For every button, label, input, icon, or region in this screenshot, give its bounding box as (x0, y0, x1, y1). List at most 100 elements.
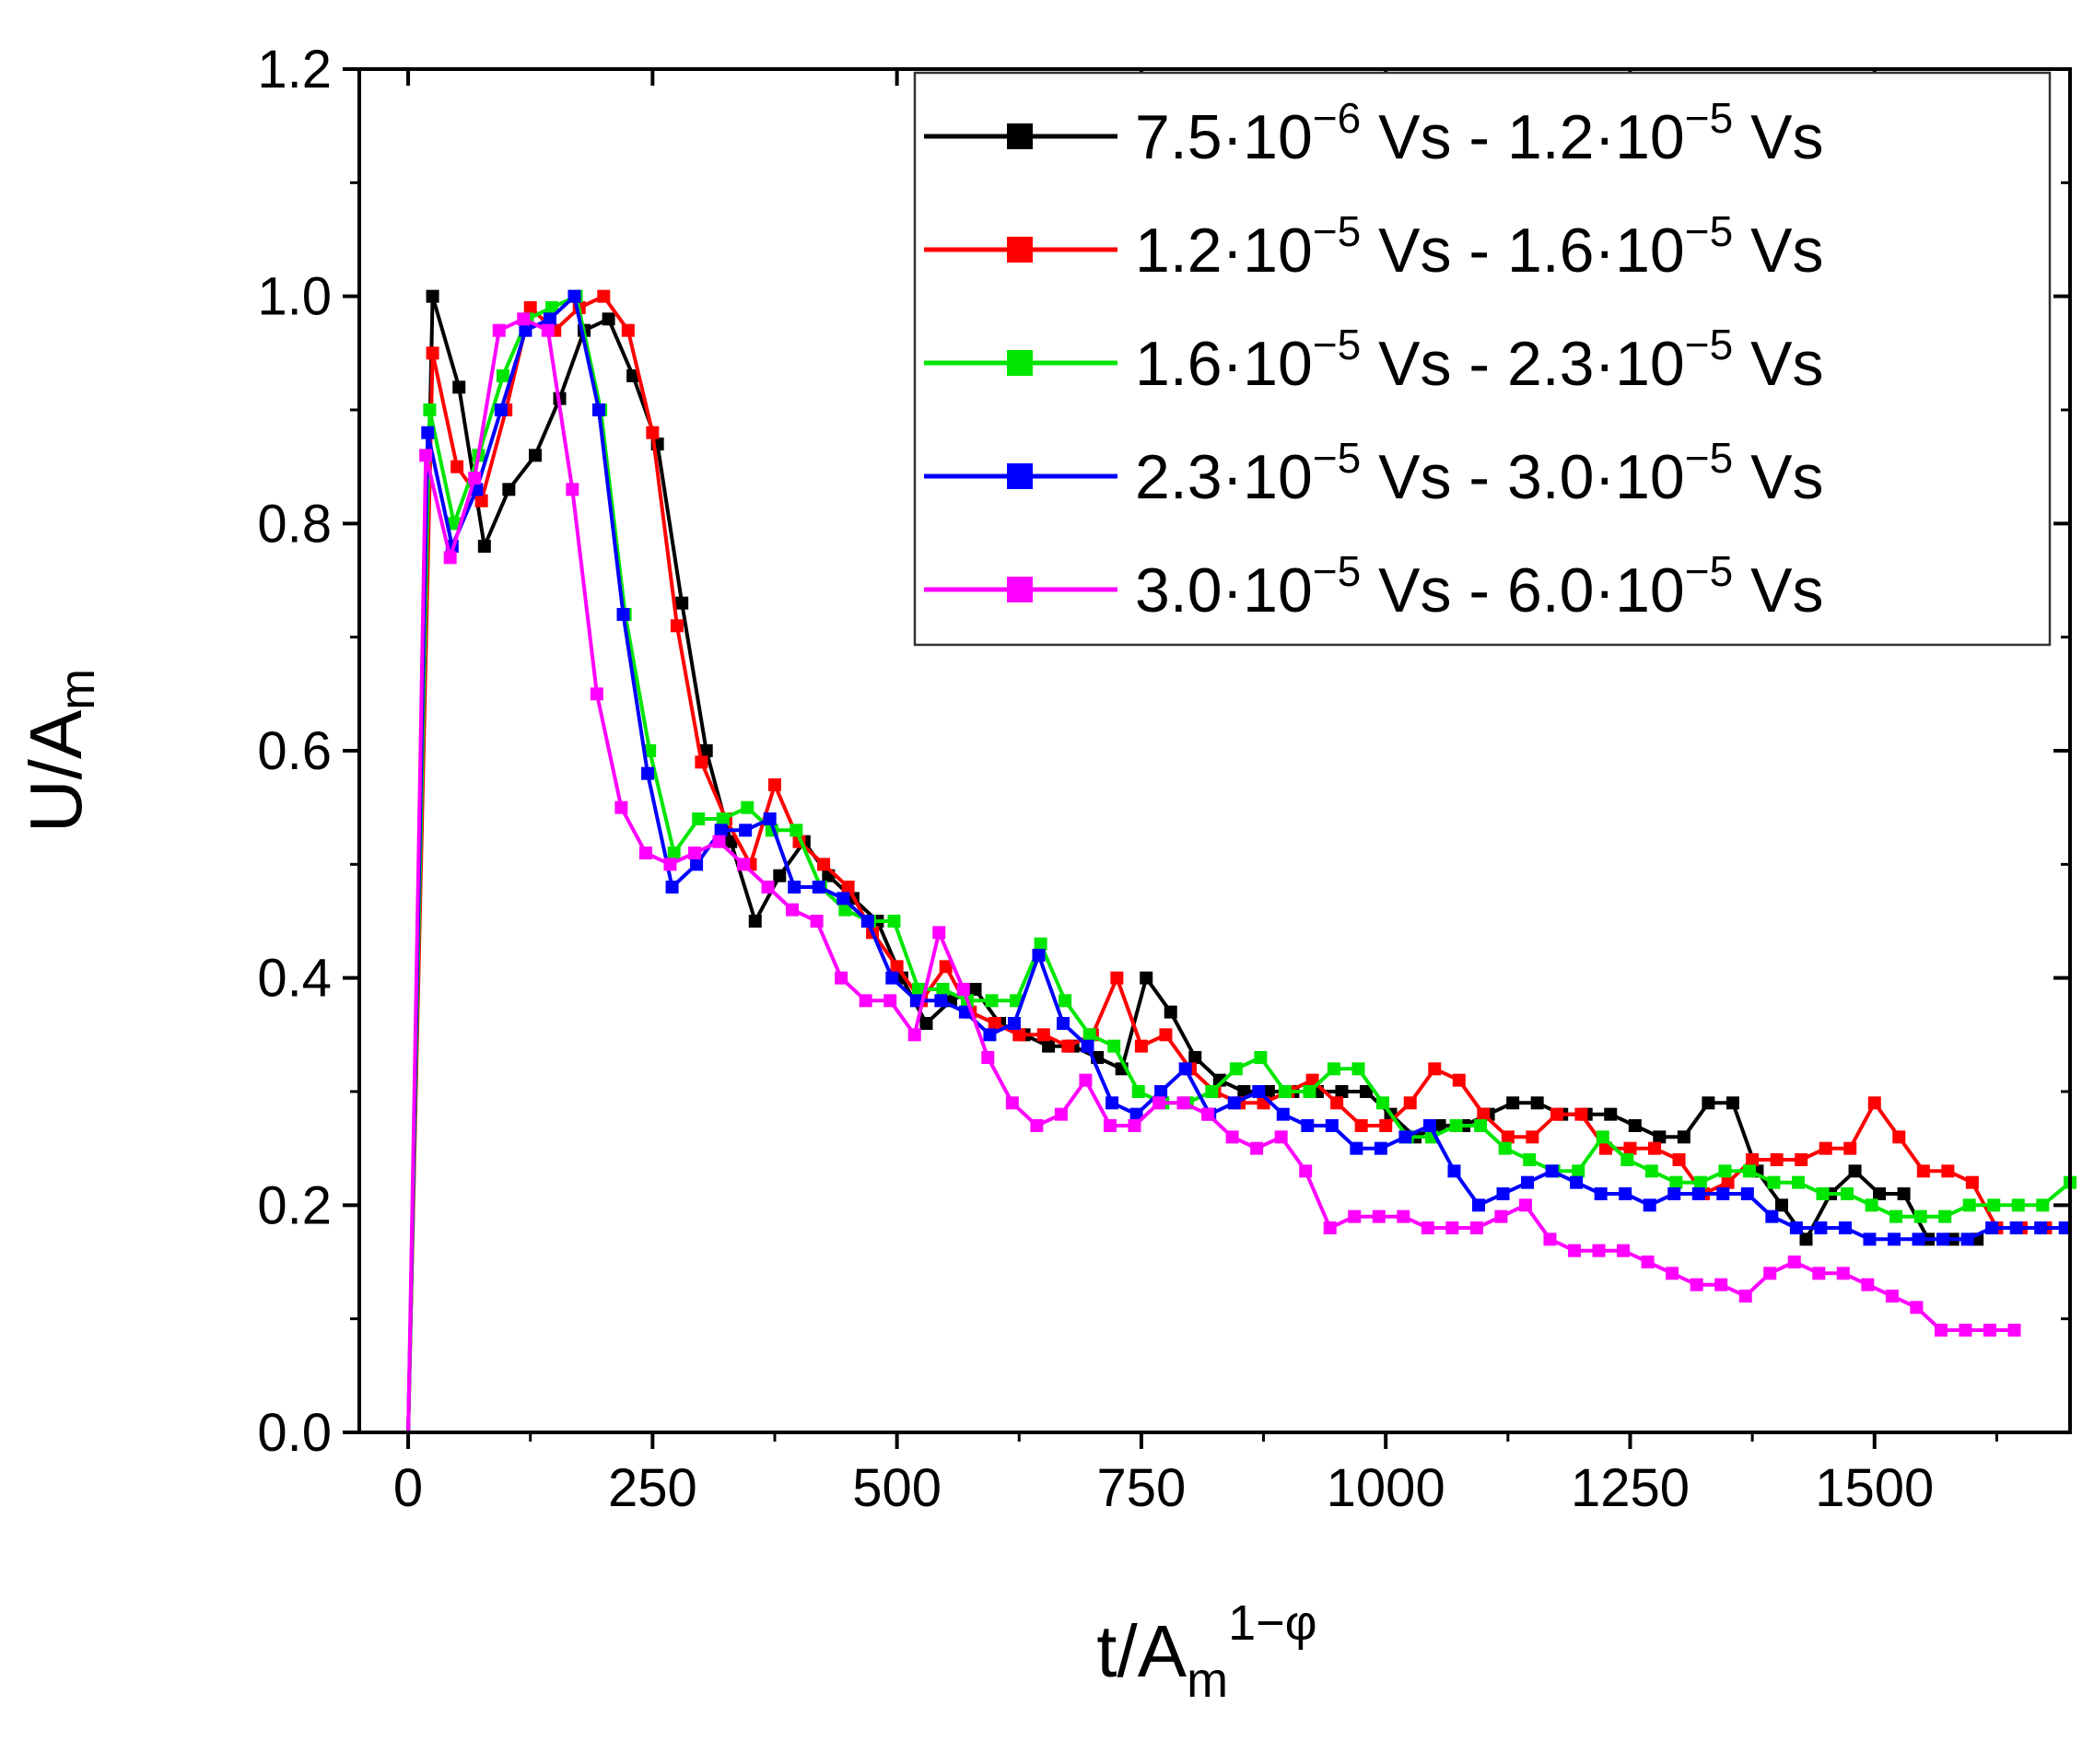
data-point (1359, 1085, 1373, 1098)
data-point (1604, 1107, 1618, 1121)
data-point (1873, 1187, 1887, 1200)
data-point (1059, 994, 1072, 1008)
data-point (1252, 1085, 1266, 1098)
data-point (1276, 1107, 1290, 1121)
data-point (1848, 1164, 1862, 1178)
data-point (1498, 1141, 1512, 1155)
data-point (1176, 1096, 1190, 1110)
data-point (812, 881, 825, 894)
data-point (936, 983, 950, 996)
data-point (423, 403, 437, 416)
data-point (763, 812, 777, 825)
data-point (541, 323, 555, 337)
data-point (907, 1028, 921, 1042)
data-point (1452, 1073, 1466, 1087)
data-point (1449, 1119, 1463, 1132)
data-point (1865, 1198, 1878, 1212)
data-point (1770, 1153, 1784, 1166)
data-point (767, 778, 781, 791)
data-point (1428, 1062, 1442, 1076)
data-point (1433, 1119, 1446, 1132)
data-point (1012, 1028, 1026, 1042)
legend-label: 2.3·10−5 Vs - 3.0·10−5 Vs (1135, 434, 1823, 512)
data-point (1164, 1005, 1177, 1019)
data-point (919, 1017, 933, 1030)
data-point (838, 903, 852, 917)
y-tick-label: 0.6 (257, 721, 332, 781)
data-point (1134, 1039, 1148, 1053)
data-point (932, 926, 946, 940)
data-point (817, 858, 831, 871)
data-point (597, 289, 611, 303)
data-point (1623, 1141, 1637, 1155)
data-point (1496, 1187, 1510, 1200)
data-point (1278, 1085, 1292, 1098)
legend-marker (1007, 350, 1033, 376)
data-point (1201, 1107, 1215, 1121)
data-point (1983, 1324, 1996, 1337)
data-point (786, 903, 800, 917)
data-point (1716, 1187, 1730, 1200)
data-point (1677, 1130, 1690, 1144)
data-point (1889, 1209, 1903, 1223)
y-tick-label: 0.2 (257, 1175, 332, 1235)
data-point (2007, 1324, 2021, 1337)
data-point (421, 426, 435, 439)
data-point (1082, 1028, 1096, 1042)
data-point (761, 881, 775, 894)
legend-entry: 7.5·10−6 Vs - 1.2·10−5 Vs (924, 94, 1823, 172)
data-point (883, 994, 897, 1008)
data-point (1398, 1130, 1412, 1144)
x-tick-label: 1250 (1571, 1458, 1690, 1518)
data-point (1916, 1164, 1930, 1178)
data-point (447, 517, 461, 531)
data-point (773, 869, 787, 882)
data-point (1693, 1175, 1707, 1189)
data-point (517, 312, 531, 326)
data-point (1152, 1096, 1166, 1110)
data-point (1836, 1267, 1850, 1280)
data-point (1795, 1153, 1808, 1166)
data-point (450, 460, 464, 473)
data-point (1526, 1130, 1539, 1144)
legend-marker (1007, 123, 1033, 149)
data-point (443, 551, 457, 565)
data-point (714, 824, 728, 837)
legend-label: 7.5·10−6 Vs - 1.2·10−5 Vs (1135, 94, 1823, 172)
y-tick-label: 1.2 (257, 40, 332, 99)
data-point (1129, 1107, 1143, 1121)
data-point (860, 915, 874, 928)
data-point (835, 971, 848, 985)
data-point (591, 403, 605, 416)
data-point (670, 619, 684, 633)
data-point (1897, 1187, 1911, 1200)
data-point (1472, 1198, 1486, 1212)
data-point (567, 289, 581, 303)
legend-entry: 2.3·10−5 Vs - 3.0·10−5 Vs (924, 434, 1823, 512)
data-point (887, 915, 901, 928)
data-point (2011, 1198, 2025, 1212)
data-point (1843, 1141, 1857, 1155)
data-point (2009, 1221, 2023, 1234)
data-point (1816, 1187, 1830, 1200)
data-point (1690, 1278, 1703, 1291)
x-axis-title-base: t/A (1096, 1610, 1187, 1692)
data-point (890, 960, 904, 974)
data-point (452, 380, 466, 394)
data-point (724, 835, 738, 848)
data-point (663, 858, 677, 871)
data-point (690, 858, 704, 871)
data-point (1667, 1187, 1681, 1200)
data-point (1774, 1198, 1788, 1212)
data-point (1205, 1085, 1219, 1098)
x-axis-title-sub: m (1187, 1653, 1228, 1708)
data-point (1301, 1119, 1315, 1132)
data-point (1819, 1141, 1832, 1155)
data-point (1229, 1062, 1243, 1076)
data-point (1841, 1187, 1854, 1200)
data-point (667, 847, 681, 859)
data-point (1941, 1164, 1955, 1178)
series-3 (406, 289, 2076, 1433)
data-point (1303, 1085, 1316, 1098)
data-point (626, 369, 640, 382)
